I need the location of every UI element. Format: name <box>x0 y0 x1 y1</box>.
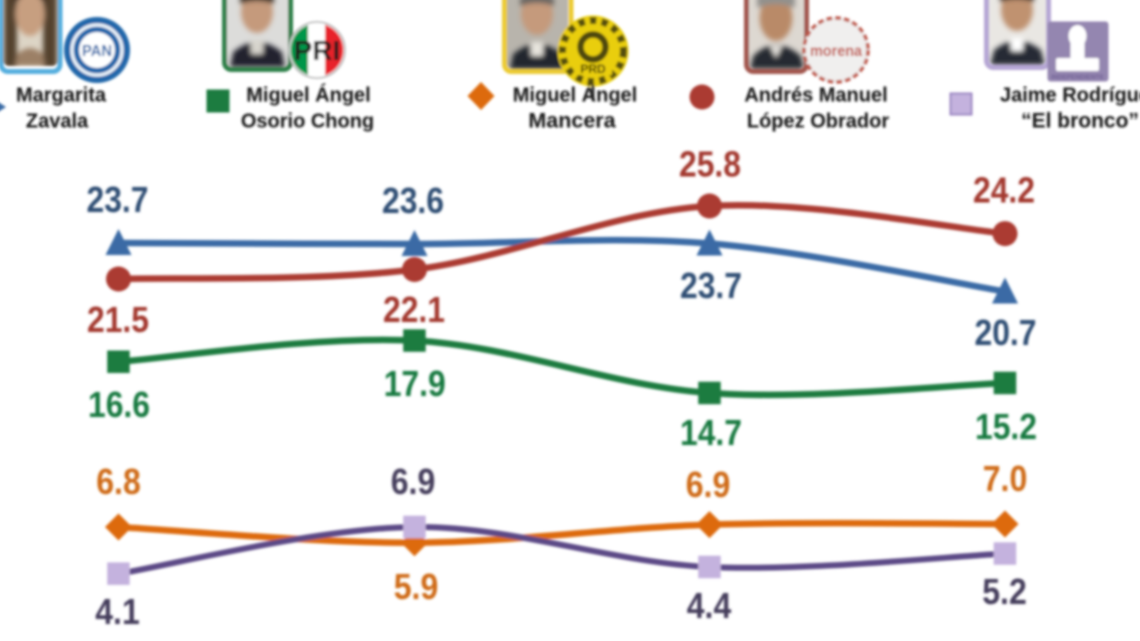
svg-text:25.8: 25.8 <box>679 144 741 185</box>
svg-text:6.9: 6.9 <box>686 464 731 505</box>
svg-text:López Obrador: López Obrador <box>747 111 889 133</box>
svg-text:23.6: 23.6 <box>382 180 444 221</box>
svg-text:PRD: PRD <box>580 62 606 76</box>
svg-text:4.1: 4.1 <box>95 591 140 632</box>
svg-text:INDEPENDIENTE: INDEPENDIENTE <box>1051 74 1104 81</box>
svg-text:PAN: PAN <box>82 43 112 60</box>
svg-text:16.6: 16.6 <box>88 384 150 425</box>
svg-text:“El bronco”: “El bronco” <box>1021 110 1139 133</box>
svg-text:17.9: 17.9 <box>384 363 446 404</box>
svg-text:23.7: 23.7 <box>87 179 149 220</box>
svg-text:morena: morena <box>810 43 862 60</box>
svg-text:Osorio Chong: Osorio Chong <box>241 111 374 133</box>
svg-text:PRI: PRI <box>294 35 341 66</box>
svg-text:7.0: 7.0 <box>983 458 1028 499</box>
svg-text:Miguel Ángel: Miguel Ángel <box>246 84 370 107</box>
svg-text:Margarita: Margarita <box>16 85 107 107</box>
svg-text:Mancera: Mancera <box>528 109 616 133</box>
svg-text:4.4: 4.4 <box>687 585 732 626</box>
svg-text:22.1: 22.1 <box>383 289 445 330</box>
svg-text:Jaime Rodríguez: Jaime Rodríguez <box>1000 85 1140 107</box>
svg-text:Zavala: Zavala <box>26 111 89 133</box>
svg-text:21.5: 21.5 <box>87 299 149 340</box>
svg-text:6.8: 6.8 <box>96 461 141 502</box>
svg-text:15.2: 15.2 <box>975 406 1037 447</box>
svg-text:Andrés Manuel: Andrés Manuel <box>744 85 887 107</box>
svg-text:5.2: 5.2 <box>982 571 1027 612</box>
svg-text:6.9: 6.9 <box>391 461 436 502</box>
svg-text:23.7: 23.7 <box>680 265 742 306</box>
svg-text:20.7: 20.7 <box>975 312 1037 353</box>
svg-text:24.2: 24.2 <box>973 170 1035 211</box>
svg-text:14.7: 14.7 <box>680 412 742 453</box>
svg-text:Miguel Ángel: Miguel Ángel <box>513 84 637 107</box>
svg-text:5.9: 5.9 <box>394 566 439 607</box>
